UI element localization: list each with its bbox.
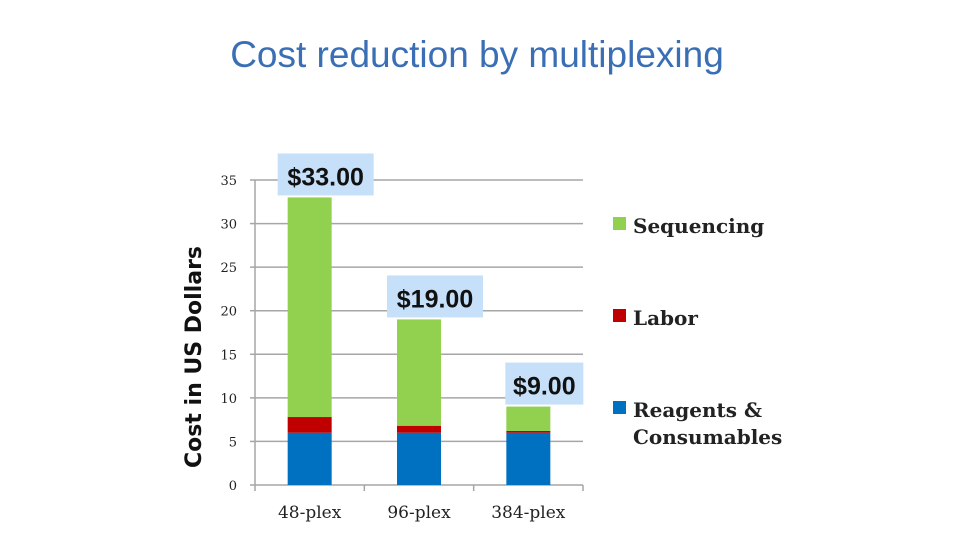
legend: Sequencing Labor Reagents & Consumables [613,214,782,449]
bar-segment [506,432,551,485]
y-tick-label: 5 [229,435,237,450]
bar-segment [397,432,441,485]
total-callout: $33.00 [277,153,374,196]
slide-title: Cost reduction by multiplexing [230,34,724,75]
bar-segment [397,425,441,433]
total-callout: $19.00 [387,275,483,318]
y-tick-label: 25 [220,261,237,276]
legend-swatch [613,217,626,230]
legend-swatch [613,401,626,414]
total-callouts: $33.00 $19.00 $9.00 [277,153,584,405]
y-tick-label: 35 [220,174,237,189]
x-category-label: 96-plex [387,503,451,523]
legend-label: Sequencing [633,214,764,238]
bars [287,197,551,485]
x-category-label: 384-plex [491,503,566,523]
legend-entry: Labor [613,306,698,330]
bar-segment [287,197,332,418]
bar-segment [287,417,332,433]
total-callout-label: $9.00 [513,373,576,401]
y-axis-label: Cost in US Dollars [182,246,207,468]
y-tick-label: 30 [220,218,237,233]
bar-segment [506,406,551,431]
bar-segment [397,319,441,426]
total-callout-box [387,275,483,318]
total-callout-box [505,362,584,405]
y-tick-label: 0 [229,479,237,494]
y-tick-label: 10 [220,392,237,407]
legend-entry: Sequencing [613,214,764,238]
total-callout-box [277,153,374,196]
total-callout: $9.00 [505,362,584,405]
y-tick-label: 15 [220,348,237,363]
legend-swatch [613,309,626,322]
bar-segment [506,430,551,433]
x-axis-categories: 48-plex 96-plex 384-plex [278,503,566,523]
total-callout-label: $33.00 [287,163,363,191]
legend-label: Labor [633,306,698,330]
x-category-label: 48-plex [278,503,342,523]
y-tick-label: 20 [220,305,237,320]
legend-entry: Reagents & Consumables [613,398,782,449]
legend-label: Consumables [633,425,782,449]
y-axis-ticks: 0 5 10 15 20 25 30 35 [220,174,255,494]
bar-segment [287,432,332,485]
total-callout-label: $19.00 [397,285,473,313]
legend-label: Reagents & [633,398,762,422]
